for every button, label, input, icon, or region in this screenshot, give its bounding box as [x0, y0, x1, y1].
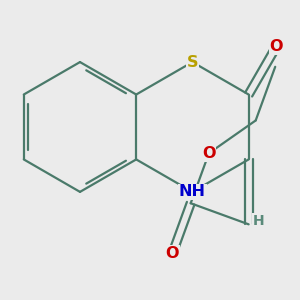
- Text: NH: NH: [179, 184, 206, 200]
- Text: S: S: [187, 55, 198, 70]
- Text: O: O: [166, 246, 179, 261]
- Text: H: H: [252, 214, 264, 227]
- Text: O: O: [269, 39, 283, 54]
- Text: O: O: [202, 146, 216, 161]
